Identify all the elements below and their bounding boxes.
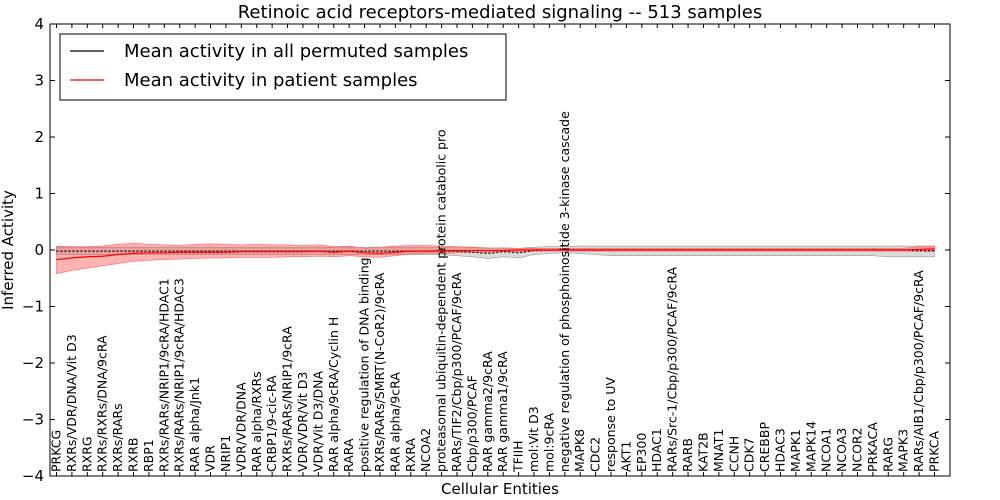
x-category-label: positive regulation of DNA binding (357, 257, 372, 472)
x-category-label: mol:Vit D3 (526, 406, 541, 472)
x-category-label: VDR/VDR/Vit D3 (295, 372, 310, 472)
x-category-label: NCOA2 (418, 428, 433, 472)
chart-title: Retinoic acid receptors-mediated signali… (238, 2, 763, 23)
x-category-label: PRKCG (49, 430, 64, 472)
x-category-label: NCOA3 (834, 428, 849, 472)
x-category-label: KAT2B (695, 432, 710, 472)
x-category-label: HDAC1 (649, 428, 664, 472)
x-category-label: EP300 (634, 433, 649, 472)
y-tick-label: 1 (34, 185, 44, 203)
x-category-label: RAR alpha/9cRA/Cyclin H (326, 317, 341, 472)
x-category-label: RXRs/RXRs/DNA/9cRA (95, 335, 110, 472)
x-category-label: NRIP1 (218, 435, 233, 472)
x-category-label: TFIIH (511, 440, 526, 473)
legend-label-permuted: Mean activity in all permuted samples (124, 41, 468, 62)
x-category-label: MAPK3 (896, 429, 911, 472)
x-category-label: negative regulation of phosphoinositide … (557, 111, 572, 472)
patient-band (56, 242, 935, 275)
x-category-label: RARB (680, 438, 695, 472)
x-category-label: RARs/TIF2/Cbp/p300/PCAF/9cRA (449, 272, 464, 472)
x-category-label: RXRA (403, 438, 418, 472)
x-category-label: RXRs/RARs/SMRT(N-CoR2)/9cRA (372, 272, 387, 472)
x-category-label: RXRs/RARs/NRIP1/9cRA (280, 326, 295, 472)
x-category-label: RXRG (79, 436, 94, 472)
x-category-label: NCOA1 (819, 428, 834, 472)
x-category-label: RARG (880, 437, 895, 472)
legend: Mean activity in all permuted samples Me… (59, 33, 507, 101)
y-tick-label: −2 (22, 354, 44, 372)
x-category-label: RXRB (126, 437, 141, 472)
x-category-label: Cbp/p300/PCAF (464, 375, 479, 472)
x-category-label: RAR alpha/RXRs (249, 371, 264, 472)
x-category-label: RXRs/RARs/NRIP1/9cRA/HDAC3 (172, 278, 187, 472)
x-category-label: response to UV (603, 377, 618, 472)
x-category-label: CDK7 (742, 437, 757, 472)
x-category-label: NCOR2 (849, 427, 864, 472)
y-axis-label: Inferred Activity (0, 190, 17, 310)
x-category-label: RARs/AIB1/Cbp/p300/PCAF/9cRA (911, 270, 926, 472)
y-tick-label: −1 (22, 298, 44, 316)
x-category-label: RAR gamma1/9cRA (495, 351, 510, 472)
x-category-label: RAR alpha/Jnk1 (187, 377, 202, 472)
x-category-label: RAR gamma2/9cRA (480, 351, 495, 472)
x-category-label: RBP1 (141, 439, 156, 472)
x-category-label: MAPK1 (788, 429, 803, 472)
x-category-label: CRBP1/9-cic-RA (264, 375, 279, 472)
x-category-label: PRKCA (927, 431, 942, 472)
x-category-label: MNAT1 (711, 429, 726, 472)
x-category-label: RXRs/RARs/NRIP1/9cRA/HDAC1 (156, 278, 171, 472)
x-category-label: proteasomal ubiquitin-dependent protein … (434, 129, 449, 472)
x-category-label: RARs/Src-1/Cbp/p300/PCAF/9cRA (665, 266, 680, 472)
x-category-label: RAR alpha/9cRA (387, 372, 402, 472)
x-category-label: MAPK14 (803, 421, 818, 472)
x-category-label: CCNH (726, 436, 741, 472)
x-axis-label: Cellular Entities (441, 480, 559, 498)
patient-mean-line (56, 248, 935, 261)
x-category-label: RXRs/VDR/DNA/Vit D3 (64, 334, 79, 472)
y-tick-label: 4 (34, 15, 44, 33)
x-category-label: VDR/VDR/DNA (233, 382, 248, 472)
x-category-label: HDAC3 (772, 428, 787, 472)
x-category-label: CDC2 (588, 437, 603, 472)
y-tick-label: 0 (34, 241, 44, 259)
legend-label-patient: Mean activity in patient samples (124, 70, 418, 91)
x-category-label: CREBBP (757, 422, 772, 472)
y-tick-label: 2 (34, 128, 44, 146)
x-category-label: AKT1 (618, 441, 633, 472)
x-category-label: MAPK8 (572, 429, 587, 472)
y-tick-label: −4 (22, 467, 44, 485)
x-category-label: mol:9cRA (541, 412, 556, 472)
x-category-label: RXRs/RARs (110, 403, 125, 472)
x-category-label: VDR/Vit D3/DNA (310, 371, 325, 472)
y-tick-label: −3 (22, 411, 44, 429)
x-category-label: RARA (341, 438, 356, 472)
x-category-label: PRKACA (865, 422, 880, 472)
x-category-label: VDR (203, 445, 218, 472)
y-tick-label: 3 (34, 72, 44, 90)
legend-box (59, 33, 507, 101)
